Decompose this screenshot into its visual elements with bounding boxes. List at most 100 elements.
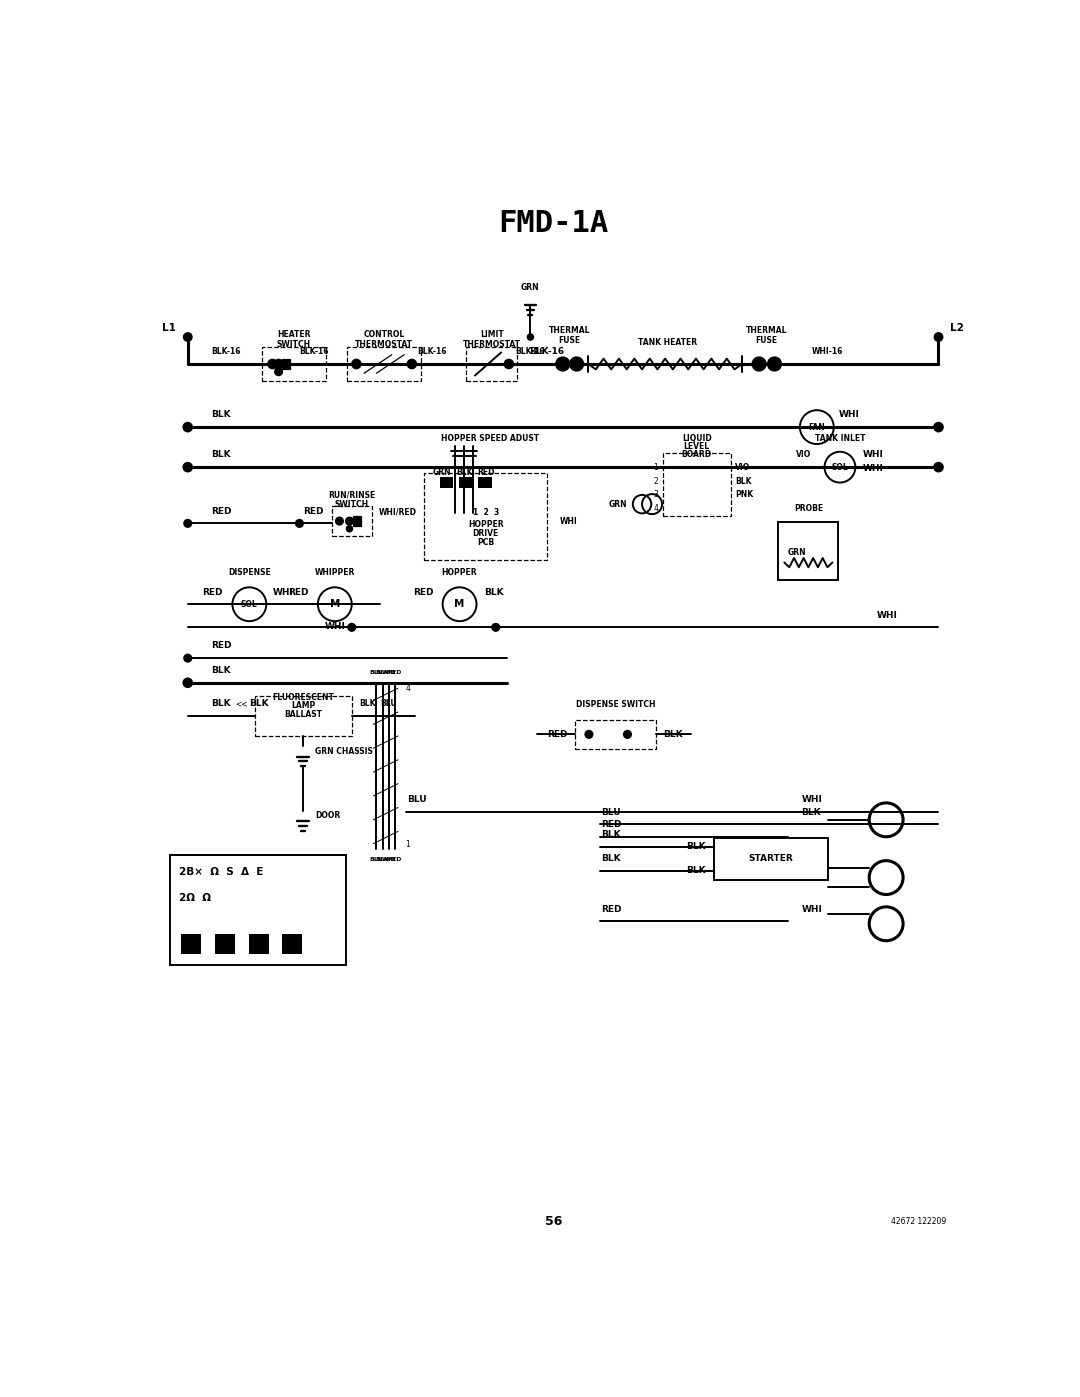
Text: DISPENSE: DISPENSE xyxy=(228,569,271,577)
Text: RED: RED xyxy=(602,905,622,914)
Circle shape xyxy=(623,731,632,738)
Text: RED: RED xyxy=(388,856,402,862)
Text: DISPENSE SWITCH: DISPENSE SWITCH xyxy=(576,700,656,708)
Text: BLK: BLK xyxy=(484,588,504,597)
Text: L1: L1 xyxy=(162,323,176,334)
Text: BLK-16: BLK-16 xyxy=(211,348,241,356)
Text: 4: 4 xyxy=(406,685,410,693)
Text: 42672 122209: 42672 122209 xyxy=(891,1217,946,1227)
Bar xyxy=(575,719,656,749)
Text: BLK: BLK xyxy=(211,698,230,708)
Text: L2: L2 xyxy=(950,323,964,334)
Text: BLU: BLU xyxy=(380,698,396,708)
Text: LIMIT: LIMIT xyxy=(480,330,503,339)
Circle shape xyxy=(527,334,534,339)
Text: WHI: WHI xyxy=(877,610,897,620)
Bar xyxy=(440,478,454,488)
Text: 2B×  Ω  S  Δ  E: 2B× Ω S Δ E xyxy=(179,868,264,877)
Circle shape xyxy=(752,358,766,372)
Text: BLU: BLU xyxy=(369,671,383,675)
Bar xyxy=(283,359,291,369)
Bar xyxy=(248,933,269,954)
Text: FAN: FAN xyxy=(809,423,825,432)
Bar xyxy=(283,933,302,954)
Text: RED: RED xyxy=(211,641,231,651)
Text: BLK: BLK xyxy=(801,807,821,817)
Text: WHI: WHI xyxy=(838,411,860,419)
Circle shape xyxy=(296,520,303,527)
Text: WHI: WHI xyxy=(324,622,346,631)
Text: THERMAL: THERMAL xyxy=(746,326,787,335)
Bar xyxy=(255,696,352,736)
Text: 1: 1 xyxy=(406,840,410,849)
Circle shape xyxy=(504,359,513,369)
Text: LAMP: LAMP xyxy=(292,701,315,711)
Text: THERMOSTAT: THERMOSTAT xyxy=(463,339,521,349)
Text: BLK: BLK xyxy=(211,411,230,419)
Text: GRN: GRN xyxy=(787,548,806,557)
Text: WHI: WHI xyxy=(559,517,578,525)
Text: BLK: BLK xyxy=(249,698,269,708)
Bar xyxy=(262,346,325,381)
Text: SWITCH: SWITCH xyxy=(276,339,311,349)
Text: PCB: PCB xyxy=(477,538,495,548)
Circle shape xyxy=(184,654,191,662)
Circle shape xyxy=(348,623,355,631)
Bar xyxy=(215,933,234,954)
Text: RED: RED xyxy=(388,671,402,675)
Circle shape xyxy=(935,464,942,471)
Text: FUSE: FUSE xyxy=(756,335,778,345)
Text: BLU: BLU xyxy=(369,856,383,862)
Text: WHI: WHI xyxy=(801,795,822,805)
Circle shape xyxy=(184,462,192,472)
Circle shape xyxy=(556,358,569,372)
Text: WHI: WHI xyxy=(381,671,396,675)
Text: GRN: GRN xyxy=(609,500,627,509)
Circle shape xyxy=(274,367,283,376)
Circle shape xyxy=(585,731,593,738)
Text: SOL: SOL xyxy=(241,599,258,609)
Text: DOOR: DOOR xyxy=(314,812,340,820)
Text: PROBE: PROBE xyxy=(794,503,823,513)
Text: M: M xyxy=(329,599,340,609)
Text: 56: 56 xyxy=(544,1215,563,1228)
Text: WHI: WHI xyxy=(801,905,822,914)
Bar xyxy=(467,346,517,381)
Text: M: M xyxy=(455,599,464,609)
Text: <<: << xyxy=(235,698,248,708)
Text: RED: RED xyxy=(211,507,231,515)
Bar xyxy=(663,453,730,515)
Text: BLU: BLU xyxy=(407,795,427,805)
Text: FMD-1A: FMD-1A xyxy=(498,208,609,237)
Text: BLK: BLK xyxy=(686,842,706,851)
Text: BLK-16: BLK-16 xyxy=(299,348,329,356)
Text: WHI: WHI xyxy=(381,856,396,862)
Bar xyxy=(779,522,838,580)
Circle shape xyxy=(934,462,943,472)
Text: RED: RED xyxy=(546,729,567,739)
Circle shape xyxy=(347,525,352,532)
Text: PNK: PNK xyxy=(735,490,754,499)
Text: BLU: BLU xyxy=(602,807,621,817)
Text: 2Ω  Ω: 2Ω Ω xyxy=(179,893,212,902)
Text: GRN: GRN xyxy=(432,468,451,476)
Text: RED: RED xyxy=(413,588,433,597)
Text: CONTROL: CONTROL xyxy=(364,330,405,339)
Text: RED: RED xyxy=(602,820,622,828)
Text: BLK: BLK xyxy=(376,856,390,862)
Text: WHIPPER: WHIPPER xyxy=(314,569,355,577)
Text: HEATER: HEATER xyxy=(278,330,311,339)
Text: 3: 3 xyxy=(653,490,658,499)
Text: WHI-16: WHI-16 xyxy=(811,348,842,356)
Text: BOARD: BOARD xyxy=(681,450,712,458)
Text: BLK: BLK xyxy=(211,450,230,460)
Text: BLK: BLK xyxy=(735,476,752,486)
Circle shape xyxy=(184,332,192,341)
Circle shape xyxy=(346,517,353,525)
Text: 1  2  3: 1 2 3 xyxy=(473,509,499,517)
Text: BLK: BLK xyxy=(376,671,390,675)
Text: WHI: WHI xyxy=(863,450,883,460)
Text: BLK: BLK xyxy=(602,830,621,840)
Bar xyxy=(459,478,473,488)
Text: RED: RED xyxy=(477,468,495,476)
